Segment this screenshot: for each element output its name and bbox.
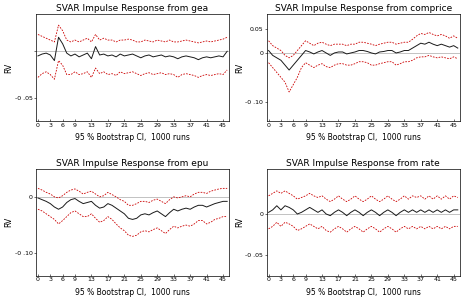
Y-axis label: RV: RV bbox=[4, 217, 13, 227]
Title: SVAR Impulse Response from gea: SVAR Impulse Response from gea bbox=[56, 4, 208, 13]
X-axis label: 95 % Bootstrap CI,  1000 runs: 95 % Bootstrap CI, 1000 runs bbox=[75, 288, 189, 297]
X-axis label: 95 % Bootstrap CI,  1000 runs: 95 % Bootstrap CI, 1000 runs bbox=[305, 133, 419, 142]
X-axis label: 95 % Bootstrap CI,  1000 runs: 95 % Bootstrap CI, 1000 runs bbox=[75, 133, 189, 142]
Title: SVAR Impulse Response from epu: SVAR Impulse Response from epu bbox=[56, 159, 208, 168]
X-axis label: 95 % Bootstrap CI,  1000 runs: 95 % Bootstrap CI, 1000 runs bbox=[305, 288, 419, 297]
Y-axis label: RV: RV bbox=[4, 63, 13, 73]
Y-axis label: RV: RV bbox=[234, 63, 243, 73]
Title: SVAR Impulse Response from rate: SVAR Impulse Response from rate bbox=[286, 159, 439, 168]
Y-axis label: RV: RV bbox=[234, 217, 243, 227]
Title: SVAR Impulse Response from comprice: SVAR Impulse Response from comprice bbox=[274, 4, 451, 13]
